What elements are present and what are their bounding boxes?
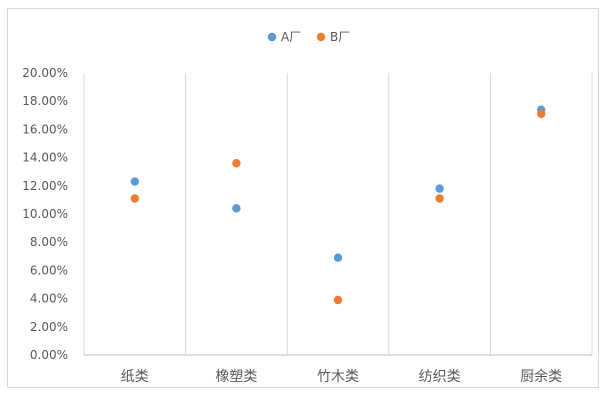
y-tick-label: 16.00% [22,122,68,136]
y-tick-label: 4.00% [30,292,68,306]
y-tick-label: 14.00% [22,151,68,165]
x-category-label: 纸类 [121,369,149,385]
x-category-label: 纺织类 [419,369,461,385]
data-point-series-2 [537,109,546,119]
y-tick-label: 8.00% [30,235,68,249]
y-tick-label: 2.00% [30,320,68,334]
data-point-series-1 [435,184,444,193]
legend-marker [316,32,326,42]
y-tick-label: 20.00% [22,66,68,80]
chart-frame [7,8,599,388]
legend-label: B厂 [330,30,350,44]
y-tick-label: 6.00% [30,263,68,277]
data-point-series-1 [232,204,241,213]
legend-label: A厂 [281,30,301,44]
x-category-label: 竹木类 [317,369,359,385]
y-tick-label: 0.00% [30,348,68,362]
data-point-series-1 [333,253,343,262]
data-point-series-2 [333,295,343,305]
x-category-label: 厨余类 [520,368,562,385]
data-point-series-1 [130,177,139,186]
data-point-series-2 [130,194,139,203]
y-tick-label: 10.00% [22,207,68,221]
legend-marker [267,32,277,42]
x-category-label: 橡塑类 [215,369,257,385]
data-point-series-2 [232,159,241,168]
y-tick-label: 18.00% [22,94,68,108]
y-tick-label: 12.00% [22,179,68,193]
data-point-series-2 [435,194,444,203]
